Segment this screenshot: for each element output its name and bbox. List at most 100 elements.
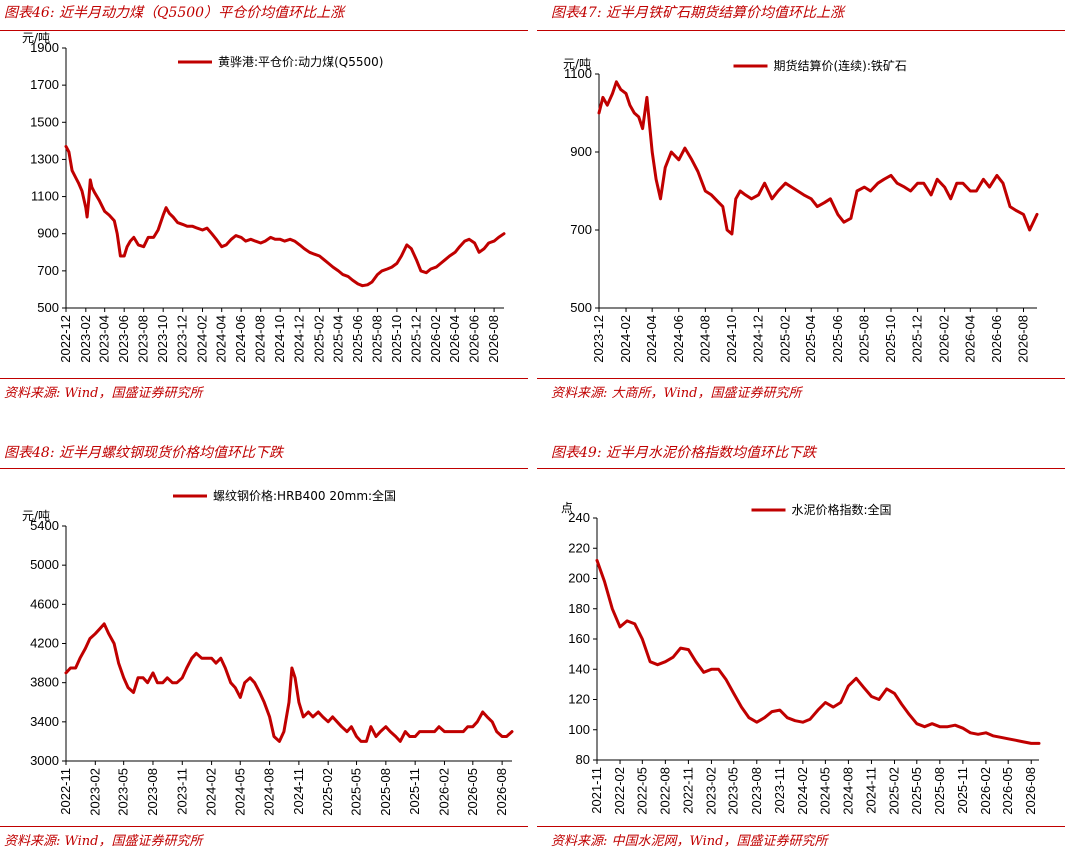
x-tick-label: 2025-05 (909, 767, 924, 815)
x-tick-label: 2024-02 (618, 315, 633, 363)
x-tick-label: 2024-05 (232, 768, 247, 816)
y-tick-label: 200 (568, 571, 590, 586)
x-tick-label: 2022-12 (58, 315, 73, 363)
y-tick-label: 700 (37, 263, 59, 278)
title-rule (0, 468, 528, 469)
legend-label: 螺纹钢价格:HRB400 20mm:全国 (213, 488, 396, 503)
chart-panel-coal: 图表46: 近半月动力煤（Q5500）平仓价均值环比上涨 元/吨 500 700 90… (0, 0, 532, 401)
x-tick-label: 2024-02 (195, 315, 210, 363)
y-tick-label: 100 (568, 722, 590, 737)
x-tick-label: 2024-08 (262, 768, 277, 816)
x-tick-label: 2022-05 (634, 767, 649, 815)
x-tick-label: 2025-11 (955, 767, 970, 814)
x-tick-label: 2026-02 (978, 767, 993, 815)
x-tick-label: 2023-10 (155, 315, 170, 363)
x-tick-label: 2025-11 (407, 768, 422, 815)
title-rule (0, 30, 528, 31)
x-tick-label: 2025-02 (312, 315, 327, 363)
chart-source: 资料来源: 大商所，Wind，国盛证券研究所 (551, 386, 802, 401)
x-tick-label: 2023-02 (78, 315, 93, 363)
unit-label: 点 (561, 501, 573, 515)
x-tick-label: 2026-08 (1023, 767, 1038, 815)
x-tick-label: 2024-05 (817, 767, 832, 815)
x-tick-label: 2026-08 (1015, 315, 1030, 363)
y-tick-label: 1900 (30, 40, 59, 55)
y-tick-label: 1700 (30, 77, 59, 92)
chart-title: 图表46: 近半月动力煤（Q5500）平仓价均值环比上涨 (4, 5, 345, 21)
chart-coal: 元/吨 500 700 900 1100 1300 1500 1700 1900 2022-12 2… (22, 31, 506, 363)
chart-cement: 点 80 100 120 140 160 180 200 220 240 2021-11 2022-0… (561, 501, 1041, 815)
y-tick-label: 140 (568, 661, 590, 676)
chart-rebar: 元/吨 3000 3400 3800 4200 4600 5000 5400 2022-11 20… (22, 488, 514, 816)
x-tick-label: 2024-12 (751, 315, 766, 363)
x-tick-label: 2022-11 (680, 767, 695, 814)
x-tick-label: 2024-08 (840, 767, 855, 815)
series-line (597, 80, 1039, 236)
x-tick-label: 2026-02 (937, 315, 952, 363)
x-tick-label: 2025-08 (378, 768, 393, 816)
chart-title: 图表49: 近半月水泥价格指数均值环比下跌 (551, 445, 816, 461)
x-tick-label: 2023-11 (772, 767, 787, 814)
chart-panel-rebar: 图表48: 近半月螺纹钢现货价格均值环比下跌 元/吨 3000 3400 3800 42… (0, 440, 532, 855)
legend: 黄骅港:平仓价:动力煤(Q5500) (178, 55, 383, 69)
y-tick-label: 1100 (564, 66, 592, 81)
y-tick-label: 120 (568, 692, 590, 707)
x-tick-label: 2024-10 (724, 315, 739, 363)
x-tick-label: 2022-11 (58, 768, 73, 815)
x-tick-label: 2025-12 (910, 315, 925, 363)
x-tick-label: 2025-04 (330, 315, 345, 363)
legend: 螺纹钢价格:HRB400 20mm:全国 (173, 488, 396, 503)
x-tick-label: 2024-04 (644, 315, 659, 363)
x-tick-label: 2025-02 (887, 767, 902, 815)
x-tick-label: 2025-10 (389, 315, 404, 363)
y-tick-label: 3400 (30, 714, 59, 729)
x-tick-label: 2023-05 (726, 767, 741, 815)
x-tick-label: 2024-12 (292, 315, 307, 363)
y-tick-label: 180 (568, 601, 590, 616)
x-tick-label: 2022-02 (612, 767, 627, 815)
source-rule (0, 378, 528, 379)
x-tick-label: 2024-10 (272, 315, 287, 363)
x-tick-label: 2025-06 (350, 315, 365, 363)
y-tick-label: 3000 (30, 753, 59, 768)
x-tick-label: 2026-06 (467, 315, 482, 363)
y-tick-label: 240 (568, 510, 590, 525)
chart-source: 资料来源: Wind，国盛证券研究所 (4, 386, 203, 401)
x-tick-label: 2021-11 (589, 767, 604, 814)
y-tick-label: 3800 (30, 675, 59, 690)
y-tick-label: 500 (570, 300, 592, 315)
x-tick-label: 2025-08 (369, 315, 384, 363)
x-tick-label: 2023-06 (116, 315, 131, 363)
x-tick-label: 2023-02 (87, 768, 102, 816)
x-tick-label: 2025-02 (320, 768, 335, 816)
x-tick-label: 2023-08 (136, 315, 151, 363)
title-rule (537, 468, 1065, 469)
y-tick-label: 160 (568, 631, 590, 646)
x-tick-label: 2026-05 (465, 768, 480, 816)
series-line (64, 622, 514, 743)
x-tick-label: 2025-02 (778, 315, 793, 363)
x-tick-label: 2024-11 (863, 767, 878, 814)
unit-label: 元/吨 (563, 57, 591, 71)
unit-label: 元/吨 (22, 31, 50, 45)
x-tick-label: 2024-11 (291, 768, 306, 815)
unit-label: 元/吨 (22, 509, 50, 523)
x-tick-label: 2026-04 (447, 315, 462, 363)
x-tick-label: 2023-05 (116, 768, 131, 816)
x-tick-label: 2026-02 (428, 315, 443, 363)
y-tick-label: 1100 (31, 189, 59, 204)
x-tick-label: 2023-02 (703, 767, 718, 815)
x-tick-label: 2024-04 (214, 315, 229, 363)
x-tick-label: 2026-08 (494, 768, 509, 816)
chart-iron-ore: 元/吨 500 700 900 1100 2023-12 2024-02 2024-04 202… (563, 57, 1039, 363)
x-tick-label: 2024-02 (795, 767, 810, 815)
x-tick-label: 2025-04 (803, 315, 818, 363)
series-line (64, 144, 506, 288)
x-tick-label: 2025-05 (349, 768, 364, 816)
x-tick-label: 2023-04 (97, 315, 112, 363)
x-tick-label: 2024-02 (204, 768, 219, 816)
y-tick-label: 900 (37, 226, 59, 241)
chart-title: 图表48: 近半月螺纹钢现货价格均值环比下跌 (4, 445, 283, 461)
y-tick-label: 500 (37, 300, 59, 315)
x-tick-label: 2025-08 (856, 315, 871, 363)
